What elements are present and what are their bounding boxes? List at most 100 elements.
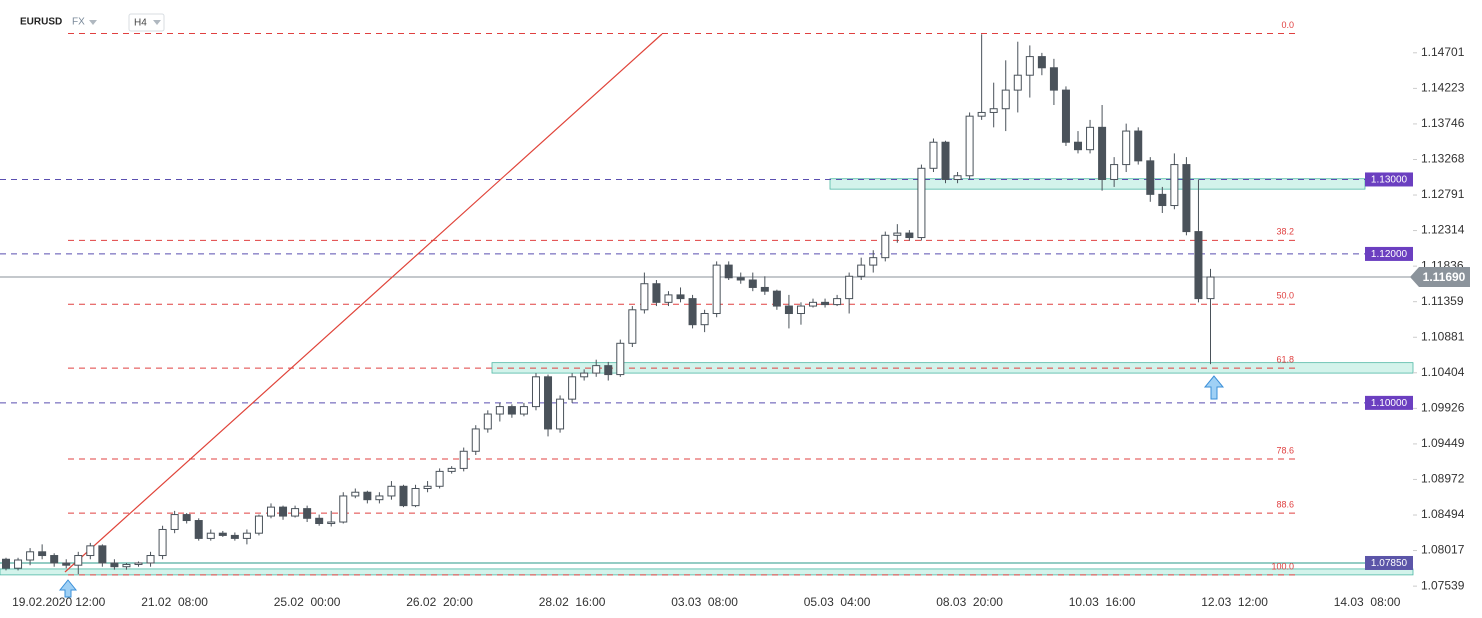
candle-body <box>748 279 757 288</box>
candle-body <box>929 141 938 169</box>
candle-body <box>953 175 962 180</box>
candle-body <box>1206 276 1215 300</box>
candle-body <box>459 450 468 469</box>
y-tick-label: 1.14701 <box>1421 45 1465 59</box>
y-tick-label: 1.09449 <box>1421 436 1465 450</box>
candle-body <box>1122 130 1131 166</box>
candle-body <box>592 365 601 374</box>
candle-body <box>122 563 131 568</box>
candle-body <box>110 562 119 568</box>
candle-body <box>1013 74 1022 91</box>
candle-body <box>1049 67 1058 91</box>
timeframe-box[interactable] <box>128 13 165 32</box>
candle-body <box>218 532 227 536</box>
candle-body <box>495 406 504 415</box>
candle-body <box>616 342 625 376</box>
signal-arrow <box>1203 375 1225 400</box>
candle-body <box>676 294 685 300</box>
candle-body <box>170 514 179 530</box>
dropdown-icon <box>89 20 97 25</box>
dropdown-icon <box>153 20 161 25</box>
candle-body <box>146 555 155 564</box>
candle-body <box>26 551 35 561</box>
candle-body <box>1025 56 1034 76</box>
last-price-box <box>1410 267 1470 288</box>
candle-body <box>483 413 492 430</box>
candle-body <box>1086 126 1095 151</box>
last-price-label: 1.11690 <box>1423 270 1466 284</box>
candle-body <box>363 491 372 501</box>
candle-body <box>989 108 998 113</box>
candle-body <box>182 514 191 522</box>
candle-body <box>423 485 432 490</box>
market[interactable]: FX <box>72 17 85 28</box>
candle-body <box>568 376 577 400</box>
candle-body <box>1098 126 1107 180</box>
candle-body <box>796 305 805 315</box>
candle-body <box>760 286 769 292</box>
y-tick-label: 1.12314 <box>1421 223 1465 237</box>
candle-body <box>447 467 456 472</box>
candle-body <box>327 521 336 525</box>
candle-body <box>1158 193 1167 207</box>
candle-body <box>857 264 866 277</box>
candle-body <box>242 532 251 539</box>
candle-body <box>869 257 878 266</box>
candle-body <box>74 555 83 566</box>
candle-body <box>315 517 324 525</box>
candle-body <box>580 372 589 378</box>
candle-body <box>14 559 23 569</box>
level-label-box <box>1365 555 1413 570</box>
candle-body <box>134 562 143 565</box>
candle-body <box>62 562 71 566</box>
candle-body <box>194 520 203 539</box>
candle-body <box>652 283 661 303</box>
candle-body <box>736 277 745 281</box>
candle-body <box>917 167 926 239</box>
fib-label: 0.0 <box>1281 20 1294 30</box>
x-tick-label: 26.02 20:00 <box>406 595 473 609</box>
candle-body <box>435 470 444 487</box>
x-tick-label: 28.02 16:00 <box>539 595 606 609</box>
y-tick-label: 1.09926 <box>1421 401 1465 415</box>
candle-body <box>977 111 986 117</box>
labels: 0.0 38.2 50.0 61.8 78.6 88.6 100.0 1.13000 1.120… <box>12 20 1470 609</box>
candle-body <box>50 555 59 564</box>
candle-body <box>700 313 709 326</box>
x-tick-label: 12.03 12:00 <box>1201 595 1268 609</box>
y-tick-label: 1.08494 <box>1421 507 1465 521</box>
y-tick-label: 1.10881 <box>1421 329 1465 343</box>
candle-body <box>688 298 697 326</box>
candle-body <box>230 534 239 539</box>
x-tick-label: 05.03 04:00 <box>804 595 871 609</box>
candle-body <box>279 506 288 517</box>
symbol[interactable]: EURUSD <box>20 17 62 28</box>
candle-body <box>531 376 540 408</box>
candle-body <box>38 551 47 557</box>
candle-body <box>664 294 673 303</box>
candle-body <box>1037 56 1046 69</box>
candle-body <box>724 264 733 279</box>
candle-body <box>604 365 613 376</box>
candle-body <box>821 301 830 306</box>
x-tick-label: 25.02 00:00 <box>274 595 341 609</box>
level-label: 1.12000 <box>1371 249 1408 260</box>
trend-line <box>64 33 663 573</box>
candle-body <box>86 545 95 557</box>
y-tick-label: 1.14223 <box>1421 81 1465 95</box>
candle-body <box>833 298 842 306</box>
y-tick-label: 1.08972 <box>1421 472 1465 486</box>
fib-label: 38.2 <box>1276 227 1294 237</box>
candle-body <box>158 528 167 557</box>
candle-body <box>772 290 781 307</box>
timeframe[interactable]: H4 <box>134 18 147 29</box>
candle-body <box>266 506 275 517</box>
candle-body <box>881 234 890 259</box>
candle-body <box>845 275 854 300</box>
y-tick-label: 1.07539 <box>1421 578 1465 592</box>
candle-body <box>339 495 348 523</box>
level-label: 1.07850 <box>1371 558 1408 569</box>
candle-body <box>965 115 974 177</box>
level-label: 1.10000 <box>1371 398 1408 409</box>
